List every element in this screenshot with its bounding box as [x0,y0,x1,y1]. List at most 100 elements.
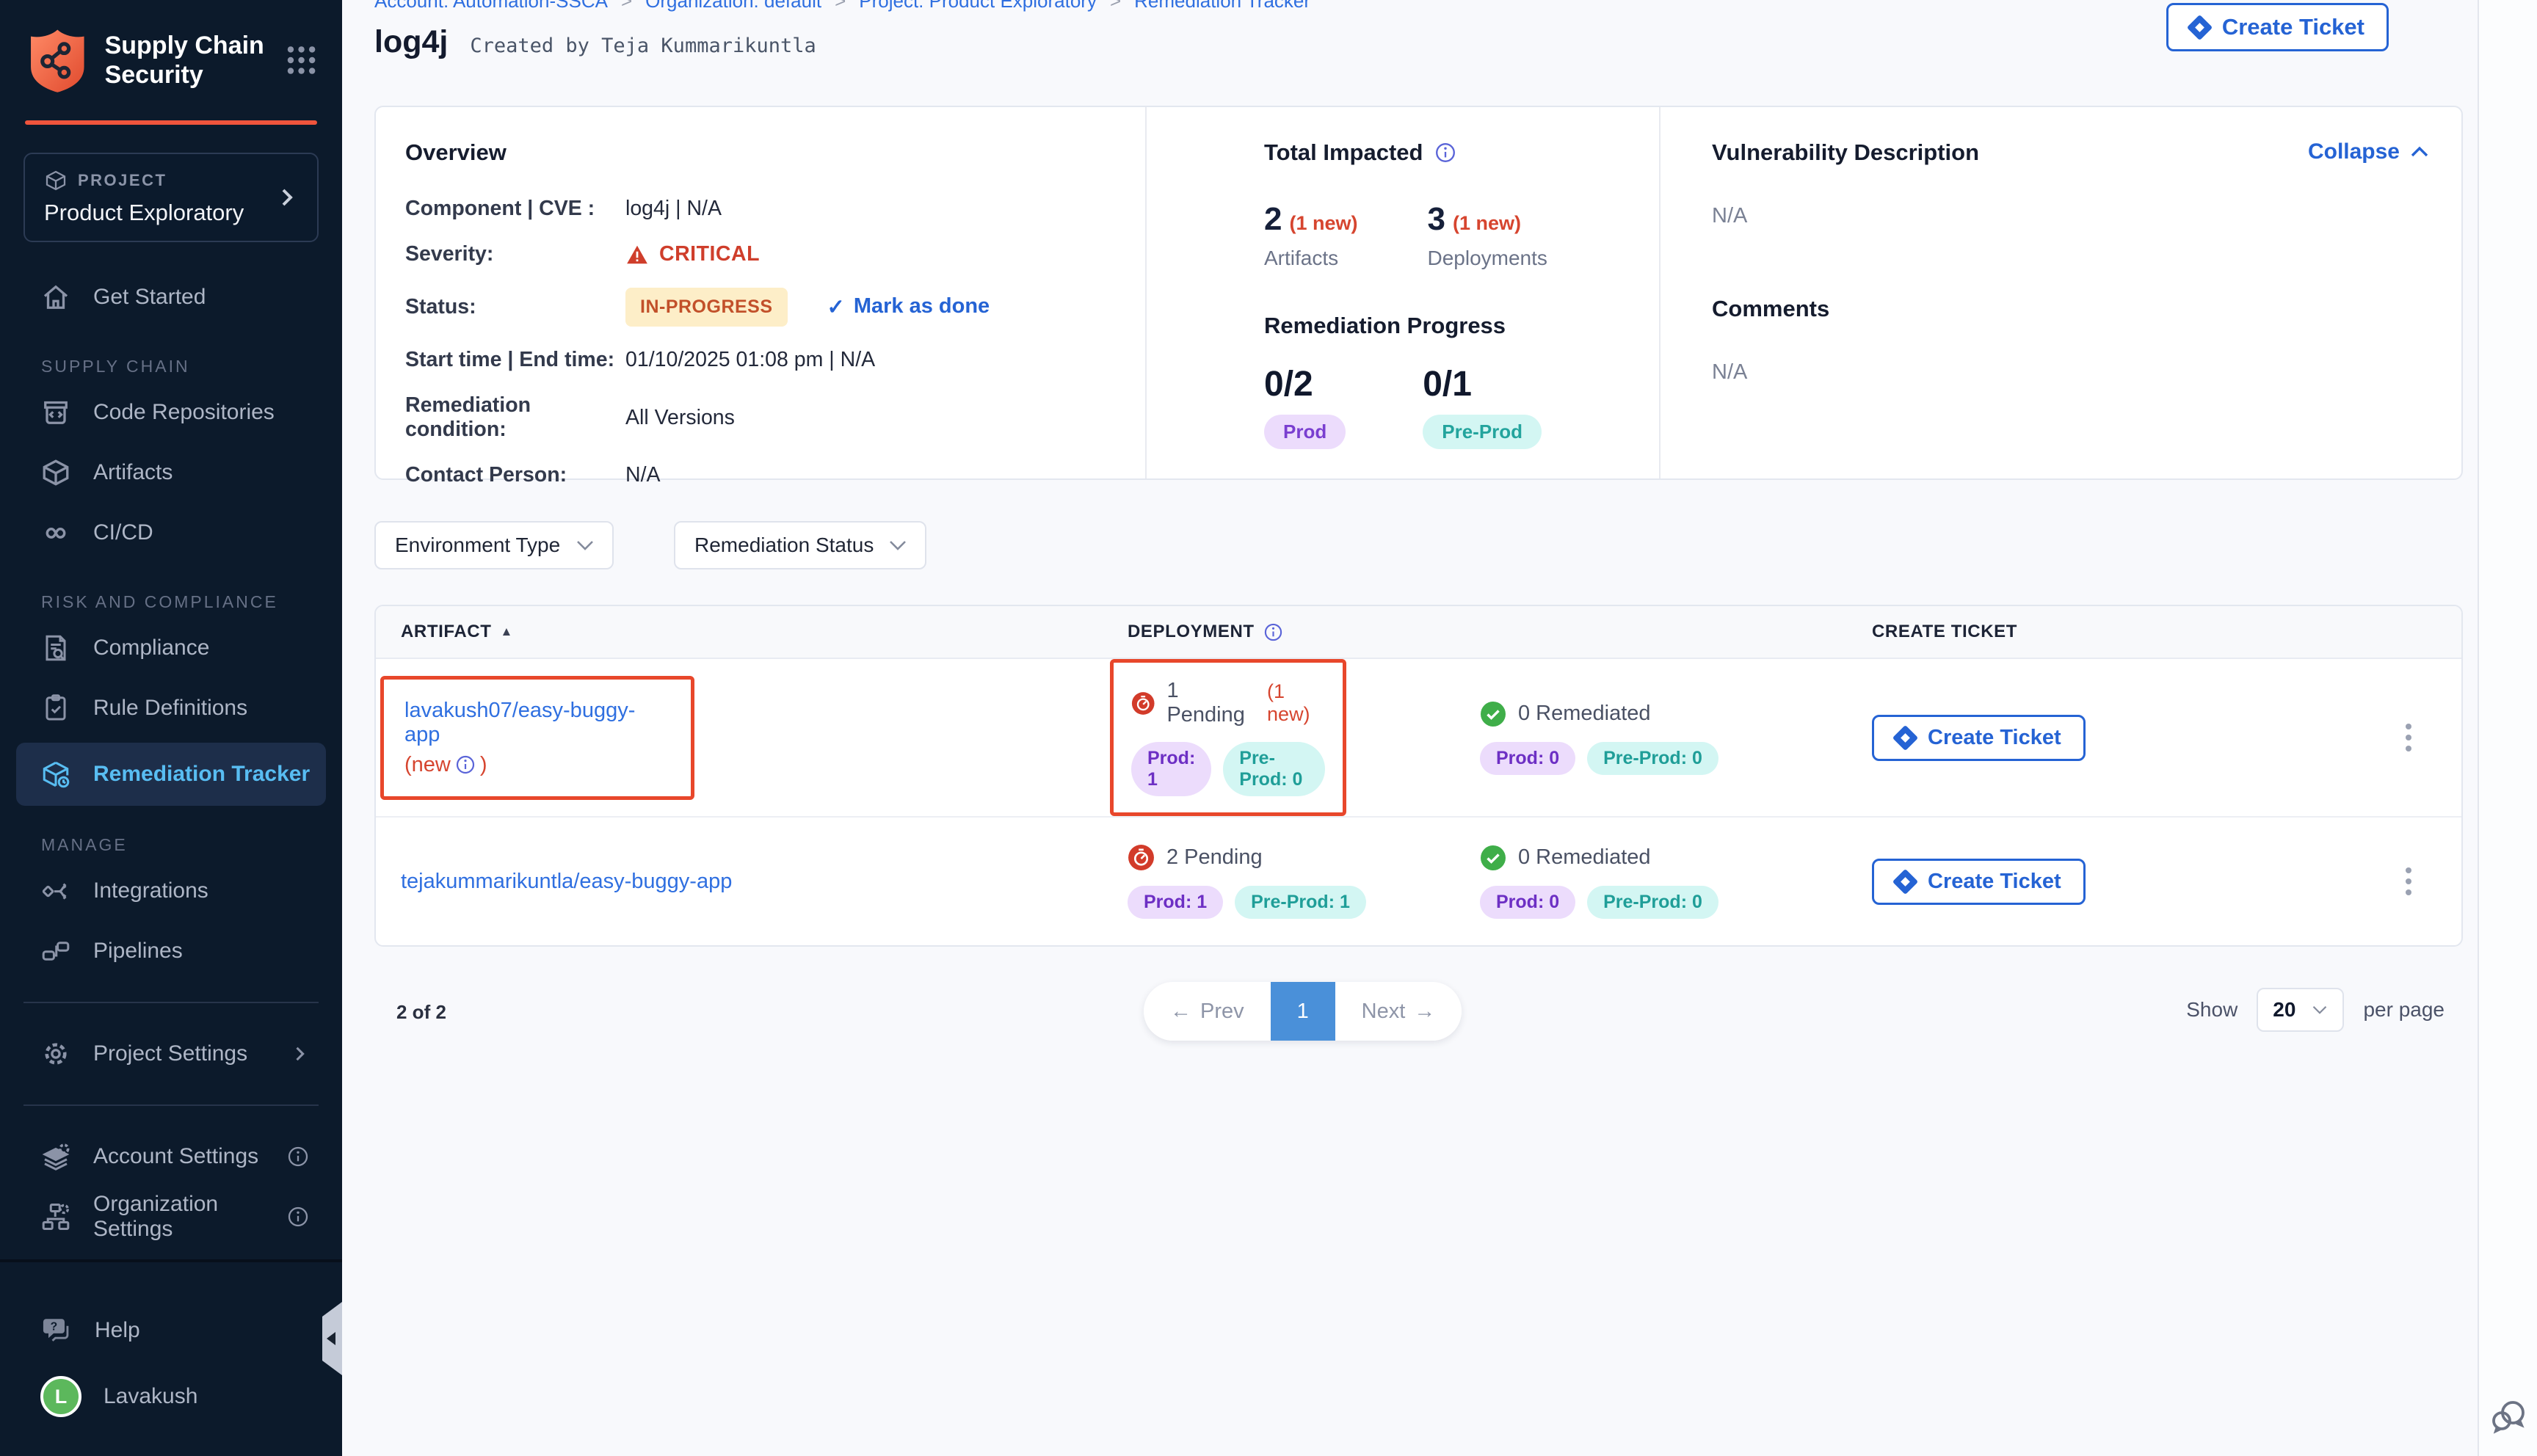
info-circle-icon[interactable] [286,1145,310,1168]
create-ticket-button-top[interactable]: Create Ticket [2166,3,2389,51]
info-circle-icon[interactable] [1263,622,1283,642]
breadcrumb-link-organization[interactable]: Organization: default [645,0,822,12]
info-circle-icon[interactable] [455,754,476,775]
project-name: Product Exploratory [44,200,244,225]
remediation-condition-label: Remediation condition: [405,393,531,441]
brand-title: Supply Chain Security [104,31,264,89]
sidebar-item-compliance[interactable]: Compliance [0,618,342,678]
page-title: log4j [374,24,449,59]
breadcrumb: Account: Automation-SSCA > Organization:… [374,0,2463,12]
info-circle-icon[interactable] [1434,142,1456,164]
collapse-button[interactable]: Collapse [2308,139,2429,164]
sidebar-item-artifacts[interactable]: Artifacts [0,443,342,503]
contact-person-value: N/A [625,463,661,487]
create-ticket-label: Create Ticket [2221,14,2364,40]
remediation-progress-heading: Remediation Progress [1264,313,1506,338]
remediated-check-icon [1481,701,1506,727]
breadcrumb-link-account[interactable]: Account: Automation-SSCA [374,0,608,12]
project-selector[interactable]: PROJECT Product Exploratory [23,153,319,242]
row-menu-kebab-icon[interactable] [2398,716,2419,759]
page-number-active[interactable]: 1 [1270,982,1335,1041]
create-ticket-button-row[interactable]: Create Ticket [1872,858,2086,905]
sidebar-section-manage: MANAGE [41,835,128,854]
time-label: Start time | End time: [405,348,615,371]
prev-page-button[interactable]: ← Prev [1144,982,1271,1041]
mark-as-done-button[interactable]: ✓ Mark as done [827,294,990,319]
organization-settings-icon [42,1204,70,1230]
breadcrumb-separator: > [835,0,846,12]
created-by-text: Created by Teja Kummarikuntla [470,34,816,57]
chat-support-icon[interactable] [2488,1396,2529,1437]
table-header-row: ARTIFACT ▲ DEPLOYMENT CREATE TICKET [376,606,2461,659]
sidebar-item-integrations[interactable]: Integrations [0,861,342,921]
artifact-link[interactable]: tejakummarikuntla/easy-buggy-app [401,869,733,893]
sidebar-item-label: Organization Settings [93,1192,219,1241]
show-label: Show [2186,998,2238,1021]
brand-header: Supply Chain Security [0,0,342,116]
sidebar-footer: ? Help L Lavakush [0,1259,342,1456]
vulnerability-description-value: N/A [1712,204,1748,228]
environment-type-filter[interactable]: Environment Type [374,521,614,569]
annotation-highlight-box: lavakush07/easy-buggy-app (new ) [380,675,694,800]
artifact-cell: tejakummarikuntla/easy-buggy-app [401,870,1128,894]
sidebar-item-code-repositories[interactable]: Code Repositories [0,382,342,443]
pending-new-count: (1 new) [1267,680,1310,725]
sidebar-item-pipelines[interactable]: Pipelines [0,921,342,981]
chevron-right-icon [282,189,293,206]
remediated-count: 0 Remediated [1518,845,1651,869]
component-cve-value: log4j | N/A [625,197,722,220]
avatar: L [40,1376,81,1417]
breadcrumb-separator: > [1109,0,1122,12]
scrollbar-gutter[interactable] [2478,0,2537,1456]
sidebar-item-project-settings[interactable]: Project Settings [0,1024,342,1084]
pending-count: 2 Pending [1166,845,1263,869]
sidebar-item-label: Project Settings [93,1041,248,1066]
deployments-new-count: (1 new) [1452,212,1521,234]
artifact-new-indicator: (new ) [404,752,487,776]
warning-triangle-icon [627,245,647,263]
sidebar-item-rule-definitions[interactable]: Rule Definitions [0,678,342,738]
page-size-control: Show 20 per page [2186,988,2445,1032]
pagination-count: 2 of 2 [396,1001,446,1023]
sidebar-item-organization-settings[interactable]: Organization Settings [0,1187,342,1247]
apps-grid-icon[interactable] [283,39,320,81]
preprod-progress-stat: 0/1 Pre-Prod [1423,364,1542,449]
sidebar-divider [23,1104,319,1106]
svg-text:?: ? [51,1320,58,1333]
page-size-select[interactable]: 20 [2257,988,2345,1032]
annotation-highlight-box: 1 Pending (1 new) Prod: 1 Pre-Prod: 0 [1110,659,1346,816]
artifacts-new-count: (1 new) [1289,212,1358,234]
prod-pill: Prod [1264,415,1346,449]
info-circle-icon[interactable] [286,1205,310,1228]
breadcrumb-link-remediation-tracker[interactable]: Remediation Tracker [1134,0,1311,12]
arrow-left-icon: ← [1170,999,1191,1023]
chevron-down-icon [2313,1005,2327,1014]
sidebar-item-account-settings[interactable]: Account Settings [0,1126,342,1187]
sidebar-item-label: Compliance [93,636,210,660]
column-header-artifact[interactable]: ARTIFACT ▲ [401,622,513,641]
compliance-doc-icon [46,635,66,661]
remediation-status-filter[interactable]: Remediation Status [674,521,926,569]
artifacts-stat-label: Artifacts [1264,247,1339,269]
next-page-button[interactable]: Next → [1335,982,1462,1041]
sidebar-item-help[interactable]: ? Help [0,1297,342,1364]
total-impacted-column: Total Impacted 2 (1 new) Artifacts 3 (1 ne… [1145,107,1659,478]
sidebar-item-label: Artifacts [93,460,173,484]
sidebar-section-risk-compliance: RISK AND COMPLIANCE [41,592,278,611]
prod-progress-value: 0/2 [1264,365,1313,404]
sidebar-section-supply-chain: SUPPLY CHAIN [41,357,190,376]
row-menu-kebab-icon[interactable] [2398,860,2419,903]
sidebar-item-cicd[interactable]: CI/CD [0,503,342,563]
column-header-create-ticket: CREATE TICKET [1872,622,2018,641]
user-menu[interactable]: L Lavakush [0,1364,342,1430]
sidebar-item-get-started[interactable]: Get Started [0,267,342,327]
create-ticket-button-row[interactable]: Create Ticket [1872,714,2086,761]
sidebar-item-remediation-tracker[interactable]: Remediation Tracker [16,743,326,806]
remediated-check-icon [1481,845,1506,870]
sidebar-nav: Get Started SUPPLY CHAIN Code Repositori… [0,267,342,1247]
preprod-pill: Pre-Prod [1423,415,1542,449]
artifact-link[interactable]: lavakush07/easy-buggy-app [404,698,636,746]
breadcrumb-link-project[interactable]: Project: Product Exploratory [859,0,1097,12]
severity-value: CRITICAL [659,242,760,266]
table-row: tejakummarikuntla/easy-buggy-app 2 Pendi… [376,816,2461,945]
